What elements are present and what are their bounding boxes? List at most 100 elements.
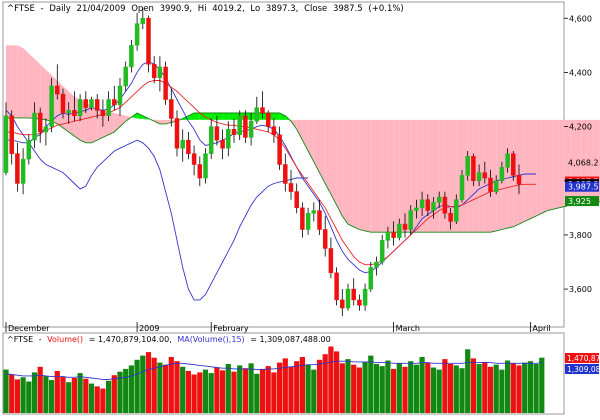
volume-bar xyxy=(334,351,340,413)
price-header: ^FTSE - Daily 21/04/2009 Open 3990.9, Hi… xyxy=(7,4,404,14)
volume-bar xyxy=(522,362,528,413)
cloud-segment xyxy=(387,119,394,233)
candle-body xyxy=(15,153,20,184)
candle-body xyxy=(243,115,248,138)
volume-bar xyxy=(71,378,77,413)
cloud-segment xyxy=(11,45,18,118)
volume-bar xyxy=(9,374,15,413)
date-tick-label: 2009 xyxy=(139,324,159,333)
cloud-segment xyxy=(382,119,388,233)
candle-body xyxy=(334,272,339,301)
candle-body xyxy=(163,66,168,100)
volume-bar xyxy=(345,359,351,413)
cloud-segment xyxy=(496,119,502,231)
cloud-segment xyxy=(28,53,35,119)
span-a-line xyxy=(5,112,600,233)
cloud-segment xyxy=(490,119,497,233)
candle-body xyxy=(231,129,237,135)
candle-body xyxy=(157,66,163,79)
volume-bar xyxy=(373,364,380,413)
candle-body xyxy=(237,115,242,135)
candle-body xyxy=(436,196,442,203)
volume-bar xyxy=(77,373,83,413)
cloud-segment xyxy=(501,119,508,230)
candle-body xyxy=(203,153,208,179)
volume-bar xyxy=(510,363,516,413)
volume-bar xyxy=(43,375,49,413)
volume-bar xyxy=(282,358,288,413)
volume-bar xyxy=(157,362,163,413)
volume-bar xyxy=(225,364,231,413)
candle-body xyxy=(408,210,413,230)
candle-body xyxy=(174,118,180,149)
candle-body xyxy=(9,115,14,154)
price-tick-label: 3,600 xyxy=(569,285,592,294)
cloud-segment xyxy=(467,119,474,233)
volume-bar xyxy=(476,364,482,413)
candle-body xyxy=(169,99,174,119)
volume-bar xyxy=(294,361,300,413)
volume-bar xyxy=(453,365,459,413)
header-high: 4019.2, xyxy=(212,4,244,14)
header-change: (+0.1%) xyxy=(368,4,403,14)
candle-body xyxy=(454,199,459,222)
cloud-segment xyxy=(188,113,195,120)
volume-bar xyxy=(391,368,397,413)
volume-bar xyxy=(470,358,476,413)
candle-body xyxy=(328,248,334,274)
cloud-segment xyxy=(541,119,548,214)
cloud-segment xyxy=(108,111,115,135)
candle-body xyxy=(77,99,83,116)
price-tick-label: 4,200 xyxy=(569,123,592,132)
candle-body xyxy=(311,210,317,214)
candle-body xyxy=(214,126,220,141)
cloud-segment xyxy=(519,119,525,225)
candle-body xyxy=(260,107,265,114)
cloud-segment xyxy=(524,119,531,222)
cloud-segment xyxy=(114,113,120,132)
volume-bar xyxy=(197,372,203,413)
cloud-segment xyxy=(120,114,126,127)
price-tick-label: 4,400 xyxy=(569,68,592,77)
header-separator: - xyxy=(41,4,44,14)
cloud-segment xyxy=(211,113,217,120)
candle-body xyxy=(379,240,385,263)
volume-bar xyxy=(180,366,186,413)
volume-bar xyxy=(339,363,345,413)
volume-bar xyxy=(94,386,100,413)
vol-header-value: = 1,470,879,104.00, xyxy=(89,335,172,344)
candle-body xyxy=(265,112,271,127)
price-box-label: 4,068.2 xyxy=(568,158,599,167)
cloud-segment xyxy=(228,113,234,120)
cloud-segment xyxy=(23,48,29,118)
cloud-segment xyxy=(17,45,24,118)
candle-body xyxy=(357,299,362,306)
candle-body xyxy=(55,85,60,95)
volume-bar xyxy=(242,368,248,413)
cloud-segment xyxy=(399,119,405,233)
cloud-segment xyxy=(359,119,366,231)
volume-bar xyxy=(145,352,152,413)
candle-body xyxy=(488,177,493,192)
header-date: 21/04/2009 xyxy=(77,4,126,14)
volume-bar xyxy=(322,354,328,413)
cloud-segment xyxy=(336,119,343,216)
candle-body xyxy=(402,223,408,230)
header-close: 3987.5 xyxy=(333,4,363,14)
volume-panel-frame xyxy=(2,332,565,415)
cloud-segment xyxy=(376,119,383,233)
header-open-label: Open xyxy=(131,4,154,14)
header-period: Daily xyxy=(49,4,71,14)
candle-body xyxy=(89,99,94,108)
cloud-segment xyxy=(216,113,223,120)
cloud-segment xyxy=(34,58,41,119)
volume-bar xyxy=(328,346,334,413)
volume-bar xyxy=(168,357,174,413)
cloud-segment xyxy=(330,119,337,206)
candle-body xyxy=(248,120,254,138)
volume-bar xyxy=(106,380,112,413)
candle-body xyxy=(129,45,134,68)
candle-body xyxy=(351,288,356,301)
